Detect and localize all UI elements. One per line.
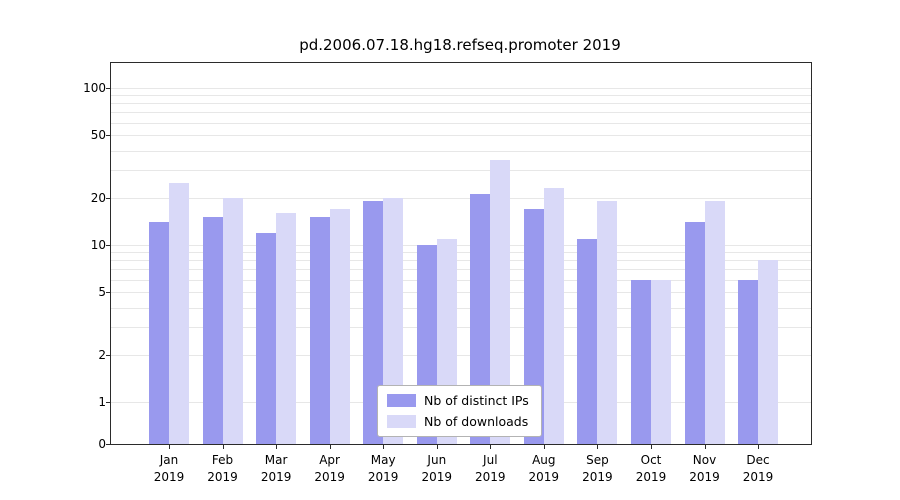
y-axis-tick-label: 20 (90, 190, 106, 205)
bar-downloads-aug (543, 188, 564, 444)
x-axis-tick-label: May 2019 (367, 453, 399, 484)
x-axis-tick-label: Apr 2019 (314, 453, 345, 484)
gridline (111, 260, 811, 262)
x-axis-tick-label: Jul 2019 (475, 453, 506, 484)
legend-item-distinct-ips: Nb of distinct IPs (387, 393, 529, 408)
gridline (111, 252, 811, 254)
bar-downloads-apr (329, 208, 350, 444)
bar-downloads-jul (490, 159, 511, 444)
gridline (111, 197, 811, 199)
x-axis-tick-mark (490, 444, 492, 449)
bar-distinct-ips-nov (684, 222, 705, 444)
gridline (111, 354, 811, 356)
x-axis-tick-mark (383, 444, 385, 449)
gridline (111, 95, 811, 97)
y-axis-tick-label: 0 (98, 437, 106, 451)
bar-downloads-dec (758, 260, 778, 444)
gridline (111, 269, 811, 271)
y-axis-tick-mark (106, 197, 111, 199)
y-axis-tick-label: 100 (83, 81, 106, 95)
bar-downloads-sep (597, 201, 618, 444)
bar-downloads-feb (222, 197, 243, 444)
bar-distinct-ips-mar (256, 232, 277, 444)
bar-downloads-oct (651, 279, 671, 444)
x-axis-tick-mark (276, 444, 278, 449)
gridline (111, 122, 811, 124)
x-axis-tick-label: Mar 2019 (260, 453, 292, 484)
gridline (111, 88, 811, 89)
bar-distinct-ips-sep (577, 238, 598, 444)
gridline (111, 112, 811, 114)
x-axis-tick-label: Sep 2019 (582, 453, 613, 484)
bar-distinct-ips-oct (631, 279, 651, 444)
y-axis-tick-label: 50 (90, 128, 106, 143)
y-axis-tick-label: 5 (98, 285, 106, 300)
bar-distinct-ips-apr (309, 217, 330, 444)
x-axis-tick-mark (651, 444, 652, 449)
legend-swatch-distinct-ips (387, 394, 416, 407)
x-axis-tick-mark (436, 444, 438, 449)
y-axis-tick-label: 1 (98, 395, 106, 409)
gridline (111, 307, 811, 309)
y-axis-tick-label: 10 (90, 238, 106, 252)
x-axis-tick-label: Jun 2019 (421, 453, 453, 484)
bar-distinct-ips-jul (470, 194, 491, 444)
gridline (111, 245, 811, 246)
gridline (111, 279, 811, 281)
x-axis-tick-label: Dec 2019 (742, 453, 774, 484)
y-axis-tick-mark (106, 135, 111, 137)
y-axis-tick-label: 2 (98, 347, 106, 362)
gridline (111, 292, 811, 294)
bar-distinct-ips-dec (738, 279, 758, 444)
bar-downloads-nov (704, 201, 725, 444)
x-axis-tick-mark (597, 444, 599, 449)
legend-label: Nb of downloads (424, 414, 529, 429)
plot-area: 0 1 2 5 10 20 50 100 Jan 2019 Feb 2019 Mar 2019 Apr 201… (83, 62, 812, 484)
y-axis-tick-mark (106, 354, 111, 356)
gridline (111, 150, 811, 152)
gridline (111, 327, 811, 329)
y-axis-tick-mark (106, 245, 111, 246)
legend-item-downloads: Nb of downloads (387, 414, 529, 429)
x-axis-tick-label: Oct 2019 (635, 453, 667, 484)
y-axis-tick-mark (106, 88, 111, 89)
bar-downloads-jan (169, 182, 189, 444)
chart-title: pd.2006.07.18.hg18.refseq.promoter 2019 (299, 36, 621, 54)
y-axis-tick-mark (106, 402, 111, 403)
legend: Nb of distinct IPs Nb of downloads (377, 385, 542, 437)
gridline (111, 135, 811, 137)
x-axis-tick-mark (543, 444, 545, 449)
legend-swatch-downloads (387, 415, 416, 428)
bar-downloads-may (383, 197, 404, 444)
y-axis-tick-mark (106, 444, 111, 445)
bar-distinct-ips-may (363, 201, 384, 444)
x-axis-tick-label: Feb 2019 (207, 453, 238, 484)
x-axis-tick-label: Jan 2019 (153, 453, 185, 484)
y-axis-tick-mark (106, 292, 111, 294)
x-axis-tick-label: Nov 2019 (689, 453, 720, 484)
bar-distinct-ips-jan (149, 222, 169, 444)
legend-label: Nb of distinct IPs (424, 393, 529, 408)
x-axis-tick-mark (758, 444, 759, 449)
x-axis-tick-label: Aug 2019 (528, 453, 560, 484)
x-axis-tick-mark (329, 444, 331, 449)
bar-downloads-mar (276, 213, 297, 444)
gridline (111, 103, 811, 105)
x-axis-tick-mark (222, 444, 224, 449)
bar-distinct-ips-feb (202, 217, 223, 444)
gridline (111, 170, 811, 172)
x-axis-tick-mark (169, 444, 170, 449)
x-axis-tick-mark (704, 444, 706, 449)
